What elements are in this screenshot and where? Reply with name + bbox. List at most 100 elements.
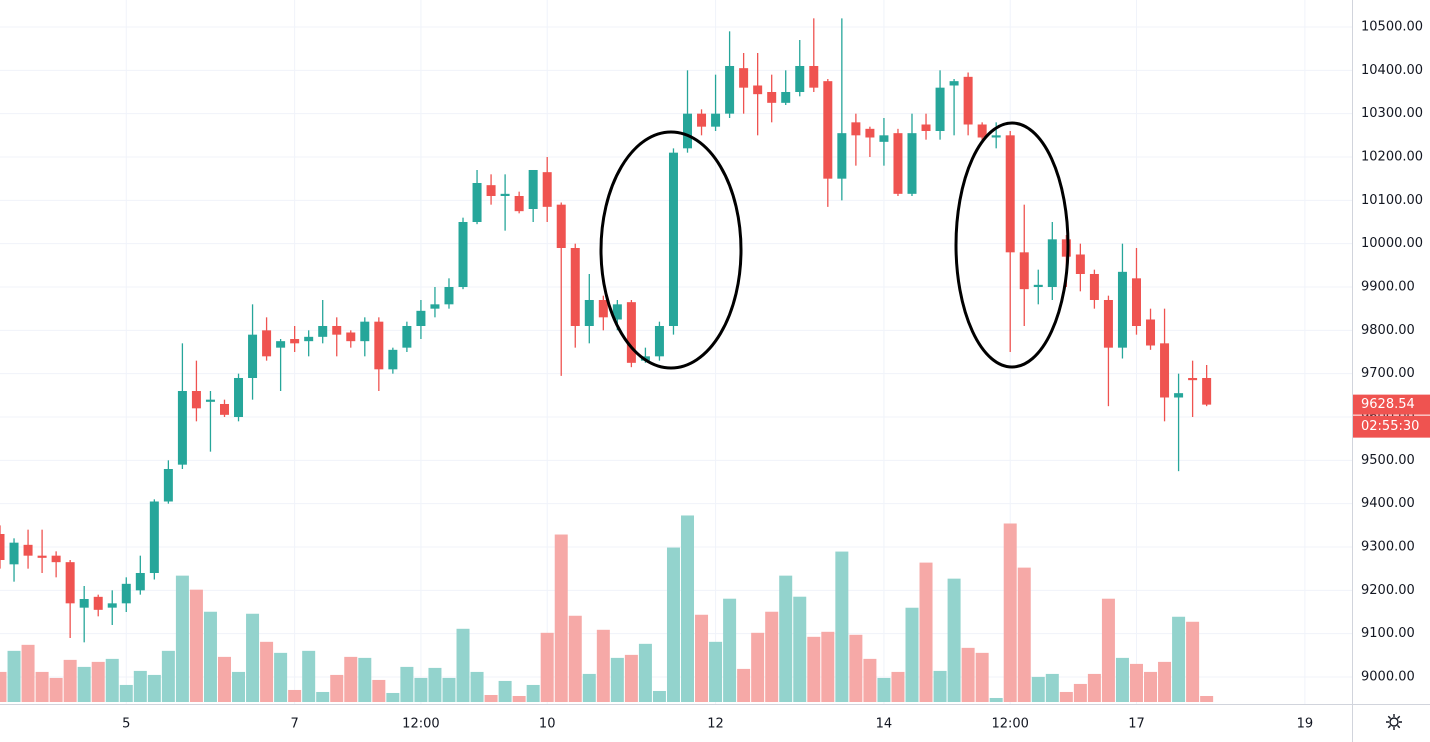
candle-body (598, 299, 608, 318)
volume-bar (372, 679, 386, 702)
candle-body (795, 65, 805, 92)
volume-bar (919, 562, 933, 702)
candle-body (711, 113, 721, 127)
volume-bar (723, 598, 737, 702)
candle-body (697, 113, 707, 127)
volume-bar (835, 551, 849, 702)
volume-bar (1172, 616, 1186, 702)
volume-bar (681, 515, 695, 702)
candle-body (949, 81, 959, 86)
candle-body (346, 332, 356, 342)
candle-body (149, 501, 159, 573)
candle-body (654, 325, 664, 357)
candle-body (865, 128, 875, 138)
candle-body (1019, 252, 1029, 290)
volume-bar (765, 611, 779, 702)
volume-bar (189, 589, 203, 702)
volume-bar (161, 650, 175, 702)
candle-body (318, 325, 328, 337)
volume-bar (21, 644, 35, 702)
volume-bar (316, 691, 330, 702)
y-tick-label: 9900.00 (1361, 279, 1415, 294)
candle-body (977, 124, 987, 138)
volume-bar (905, 607, 919, 702)
volume-bar (386, 692, 400, 702)
volume-bar (260, 641, 274, 702)
candle-body (205, 399, 215, 402)
volume-bar (456, 628, 470, 702)
volume-bar (1073, 683, 1087, 702)
candle-body (402, 325, 412, 348)
candle-body (514, 195, 524, 212)
candle-body (1160, 343, 1170, 398)
x-tick-label: 12:00 (402, 717, 439, 732)
y-tick-label: 9000.00 (1361, 669, 1415, 684)
volume-bar (288, 689, 302, 702)
volume-bar (484, 694, 498, 702)
volume-bar (0, 671, 7, 702)
y-tick-label: 9400.00 (1361, 496, 1415, 511)
volume-bar (807, 636, 821, 702)
volume-bar (596, 629, 610, 702)
volume-bar (498, 680, 512, 702)
volume-bar (63, 659, 77, 702)
volume-bar (737, 668, 751, 702)
volume-bar (947, 578, 961, 702)
candle-body (262, 330, 272, 357)
candle-body (234, 377, 244, 417)
candle-body (276, 341, 286, 348)
candle-body (430, 304, 440, 309)
volume-bar (7, 650, 21, 702)
volume-bar (652, 690, 666, 702)
volume-bar (582, 673, 596, 702)
candle-body (753, 85, 763, 95)
volume-bar (779, 575, 793, 702)
volume-bar (638, 643, 652, 702)
candle-body (177, 390, 187, 465)
candle-body (458, 221, 468, 287)
volume-bar (1129, 663, 1143, 702)
volume-bar (1087, 673, 1101, 702)
volume-bar (232, 671, 246, 702)
candle-body (248, 334, 258, 378)
settings-icon[interactable] (1386, 714, 1402, 730)
candle-body (1089, 273, 1099, 300)
y-tick-label: 10100.00 (1361, 193, 1423, 208)
volume-bar (400, 666, 414, 702)
volume-bar (891, 671, 905, 702)
candle-body (725, 65, 735, 114)
candle-body (1202, 377, 1212, 405)
x-tick-label: 14 (876, 717, 893, 732)
candle-body (332, 325, 342, 335)
candle-body (1174, 393, 1184, 398)
candle-body (893, 133, 903, 194)
highlight-ellipse (954, 121, 1070, 369)
candle-body (9, 542, 19, 565)
candle-body (444, 286, 454, 305)
candle-body (907, 133, 917, 194)
candle-body (767, 91, 777, 103)
candle-body (879, 135, 889, 142)
candle-body (556, 204, 566, 248)
candle-body (781, 91, 791, 103)
candle-body (1103, 299, 1113, 348)
candle-body (416, 310, 426, 326)
volume-bar (1059, 691, 1073, 702)
volume-bar (709, 641, 723, 702)
volume-bar (428, 667, 442, 702)
volume-bar (1115, 657, 1129, 702)
candle-body (991, 135, 1001, 138)
candle-body (528, 169, 538, 209)
candle-body (683, 113, 693, 149)
volume-bar (989, 697, 1003, 702)
volume-bar (246, 613, 260, 702)
candle-body (304, 336, 314, 342)
candle-body (37, 555, 47, 558)
countdown-tag (1353, 415, 1430, 438)
last-price-label: 9628.54 (1361, 397, 1415, 412)
y-tick-label: 10300.00 (1361, 106, 1423, 121)
candle-body (935, 87, 945, 131)
volume-bar (1200, 695, 1214, 702)
candle-body (486, 185, 496, 196)
candle-body (739, 68, 749, 88)
